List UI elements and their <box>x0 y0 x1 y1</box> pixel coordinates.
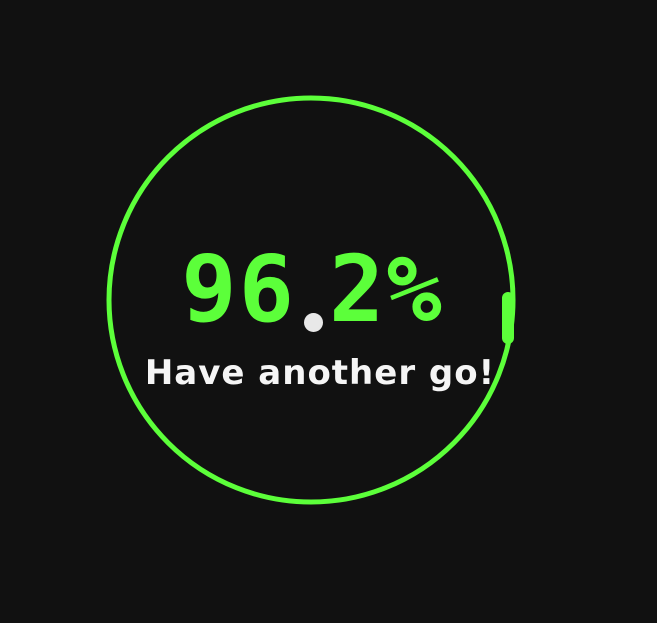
ring-progress-marker <box>502 292 514 344</box>
retry-message[interactable]: Have another go! <box>144 353 496 393</box>
decimal-dot <box>304 313 323 332</box>
score-integer: 96 <box>181 236 296 343</box>
score-fraction: 2% <box>329 236 444 343</box>
score-readout: 96 2% <box>150 236 475 336</box>
